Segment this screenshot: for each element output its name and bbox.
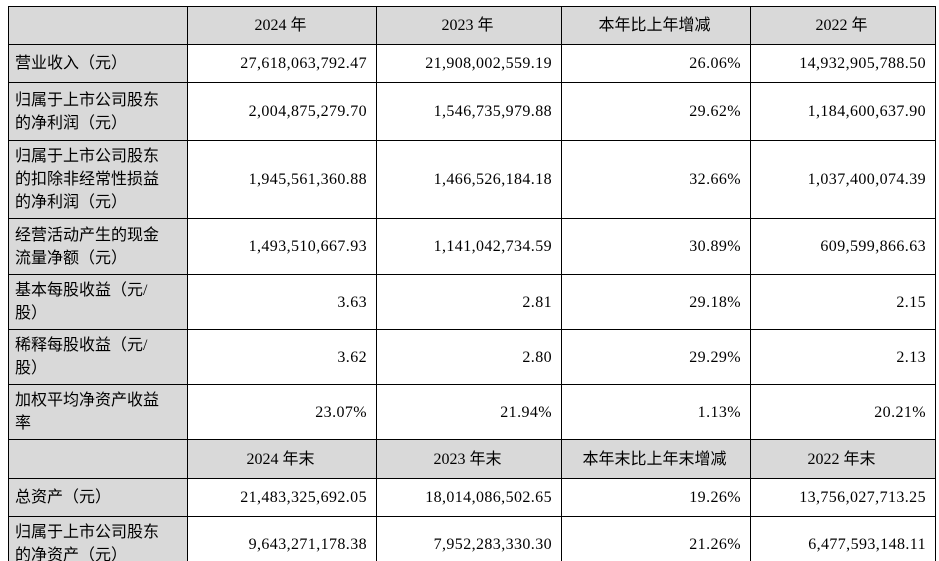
cell-2022: 609,599,866.63	[750, 218, 936, 275]
cell-change: 29.18%	[561, 274, 751, 330]
row-label: 归属于上市公司股东 的净利润（元）	[8, 82, 188, 141]
column-header-2023: 2023 年	[376, 6, 562, 45]
cell-change: 32.66%	[561, 140, 751, 219]
cell-2023: 7,952,283,330.30	[376, 516, 562, 561]
cell-2024: 3.63	[187, 274, 377, 330]
cell-2023: 2.80	[376, 329, 562, 385]
column-header-yoy-change: 本年比上年增减	[561, 6, 751, 45]
cell-2023: 1,546,735,979.88	[376, 82, 562, 141]
cell-change: 29.29%	[561, 329, 751, 385]
column-header-2023-end: 2023 年末	[376, 439, 562, 479]
row-label: 加权平均净资产收益 率	[8, 384, 188, 440]
column-header-2022-end: 2022 年末	[750, 439, 936, 479]
financial-summary-table: 2024 年 2023 年 本年比上年增减 2022 年 营业收入（元） 27,…	[8, 6, 936, 561]
cell-2024: 9,643,271,178.38	[187, 516, 377, 561]
column-header-2024: 2024 年	[187, 6, 377, 45]
cell-change: 26.06%	[561, 44, 751, 83]
cell-2022: 6,477,593,148.11	[750, 516, 936, 561]
cell-2024: 3.62	[187, 329, 377, 385]
column-header-2022: 2022 年	[750, 6, 936, 45]
cell-2023: 21,908,002,559.19	[376, 44, 562, 83]
table-row-net-profit-excl-nonrecurring: 归属于上市公司股东 的扣除非经常性损益 的净利润（元） 1,945,561,36…	[8, 140, 936, 219]
cell-2022: 14,932,905,788.50	[750, 44, 936, 83]
row-label: 稀释每股收益（元/ 股）	[8, 329, 188, 385]
cell-2023: 1,141,042,734.59	[376, 218, 562, 275]
cell-2022: 2.13	[750, 329, 936, 385]
table-row-net-profit: 归属于上市公司股东 的净利润（元） 2,004,875,279.70 1,546…	[8, 82, 936, 141]
cell-2022: 20.21%	[750, 384, 936, 440]
annual-header-row: 2024 年 2023 年 本年比上年增减 2022 年	[8, 6, 936, 45]
table-row-revenue: 营业收入（元） 27,618,063,792.47 21,908,002,559…	[8, 44, 936, 83]
cell-2024: 2,004,875,279.70	[187, 82, 377, 141]
table-row-total-assets: 总资产（元） 21,483,325,692.05 18,014,086,502.…	[8, 478, 936, 517]
table-row-basic-eps: 基本每股收益（元/ 股） 3.63 2.81 29.18% 2.15	[8, 274, 936, 330]
cell-2022: 1,037,400,074.39	[750, 140, 936, 219]
cell-2022: 1,184,600,637.90	[750, 82, 936, 141]
row-label: 总资产（元）	[8, 478, 188, 517]
cell-2024: 27,618,063,792.47	[187, 44, 377, 83]
cell-2022: 2.15	[750, 274, 936, 330]
row-label: 归属于上市公司股东 的扣除非经常性损益 的净利润（元）	[8, 140, 188, 219]
period-end-header-row: 2024 年末 2023 年末 本年末比上年末增减 2022 年末	[8, 439, 936, 479]
row-label: 经营活动产生的现金 流量净额（元）	[8, 218, 188, 275]
cell-2024: 1,493,510,667.93	[187, 218, 377, 275]
cell-2022: 13,756,027,713.25	[750, 478, 936, 517]
cell-2023: 1,466,526,184.18	[376, 140, 562, 219]
corner-cell	[8, 6, 188, 45]
row-label: 营业收入（元）	[8, 44, 188, 83]
table-row-operating-cash-flow: 经营活动产生的现金 流量净额（元） 1,493,510,667.93 1,141…	[8, 218, 936, 275]
cell-change: 30.89%	[561, 218, 751, 275]
cell-2023: 2.81	[376, 274, 562, 330]
table-row-weighted-avg-roe: 加权平均净资产收益 率 23.07% 21.94% 1.13% 20.21%	[8, 384, 936, 440]
cell-change: 19.26%	[561, 478, 751, 517]
cell-change: 1.13%	[561, 384, 751, 440]
table-row-diluted-eps: 稀释每股收益（元/ 股） 3.62 2.80 29.29% 2.13	[8, 329, 936, 385]
cell-2023: 21.94%	[376, 384, 562, 440]
table-row-net-assets: 归属于上市公司股东 的净资产（元） 9,643,271,178.38 7,952…	[8, 516, 936, 561]
cell-2024: 23.07%	[187, 384, 377, 440]
corner-cell	[8, 439, 188, 479]
column-header-2024-end: 2024 年末	[187, 439, 377, 479]
cell-2024: 1,945,561,360.88	[187, 140, 377, 219]
column-header-end-change: 本年末比上年末增减	[561, 439, 751, 479]
row-label: 归属于上市公司股东 的净资产（元）	[8, 516, 188, 561]
cell-change: 21.26%	[561, 516, 751, 561]
cell-2024: 21,483,325,692.05	[187, 478, 377, 517]
row-label: 基本每股收益（元/ 股）	[8, 274, 188, 330]
cell-2023: 18,014,086,502.65	[376, 478, 562, 517]
cell-change: 29.62%	[561, 82, 751, 141]
